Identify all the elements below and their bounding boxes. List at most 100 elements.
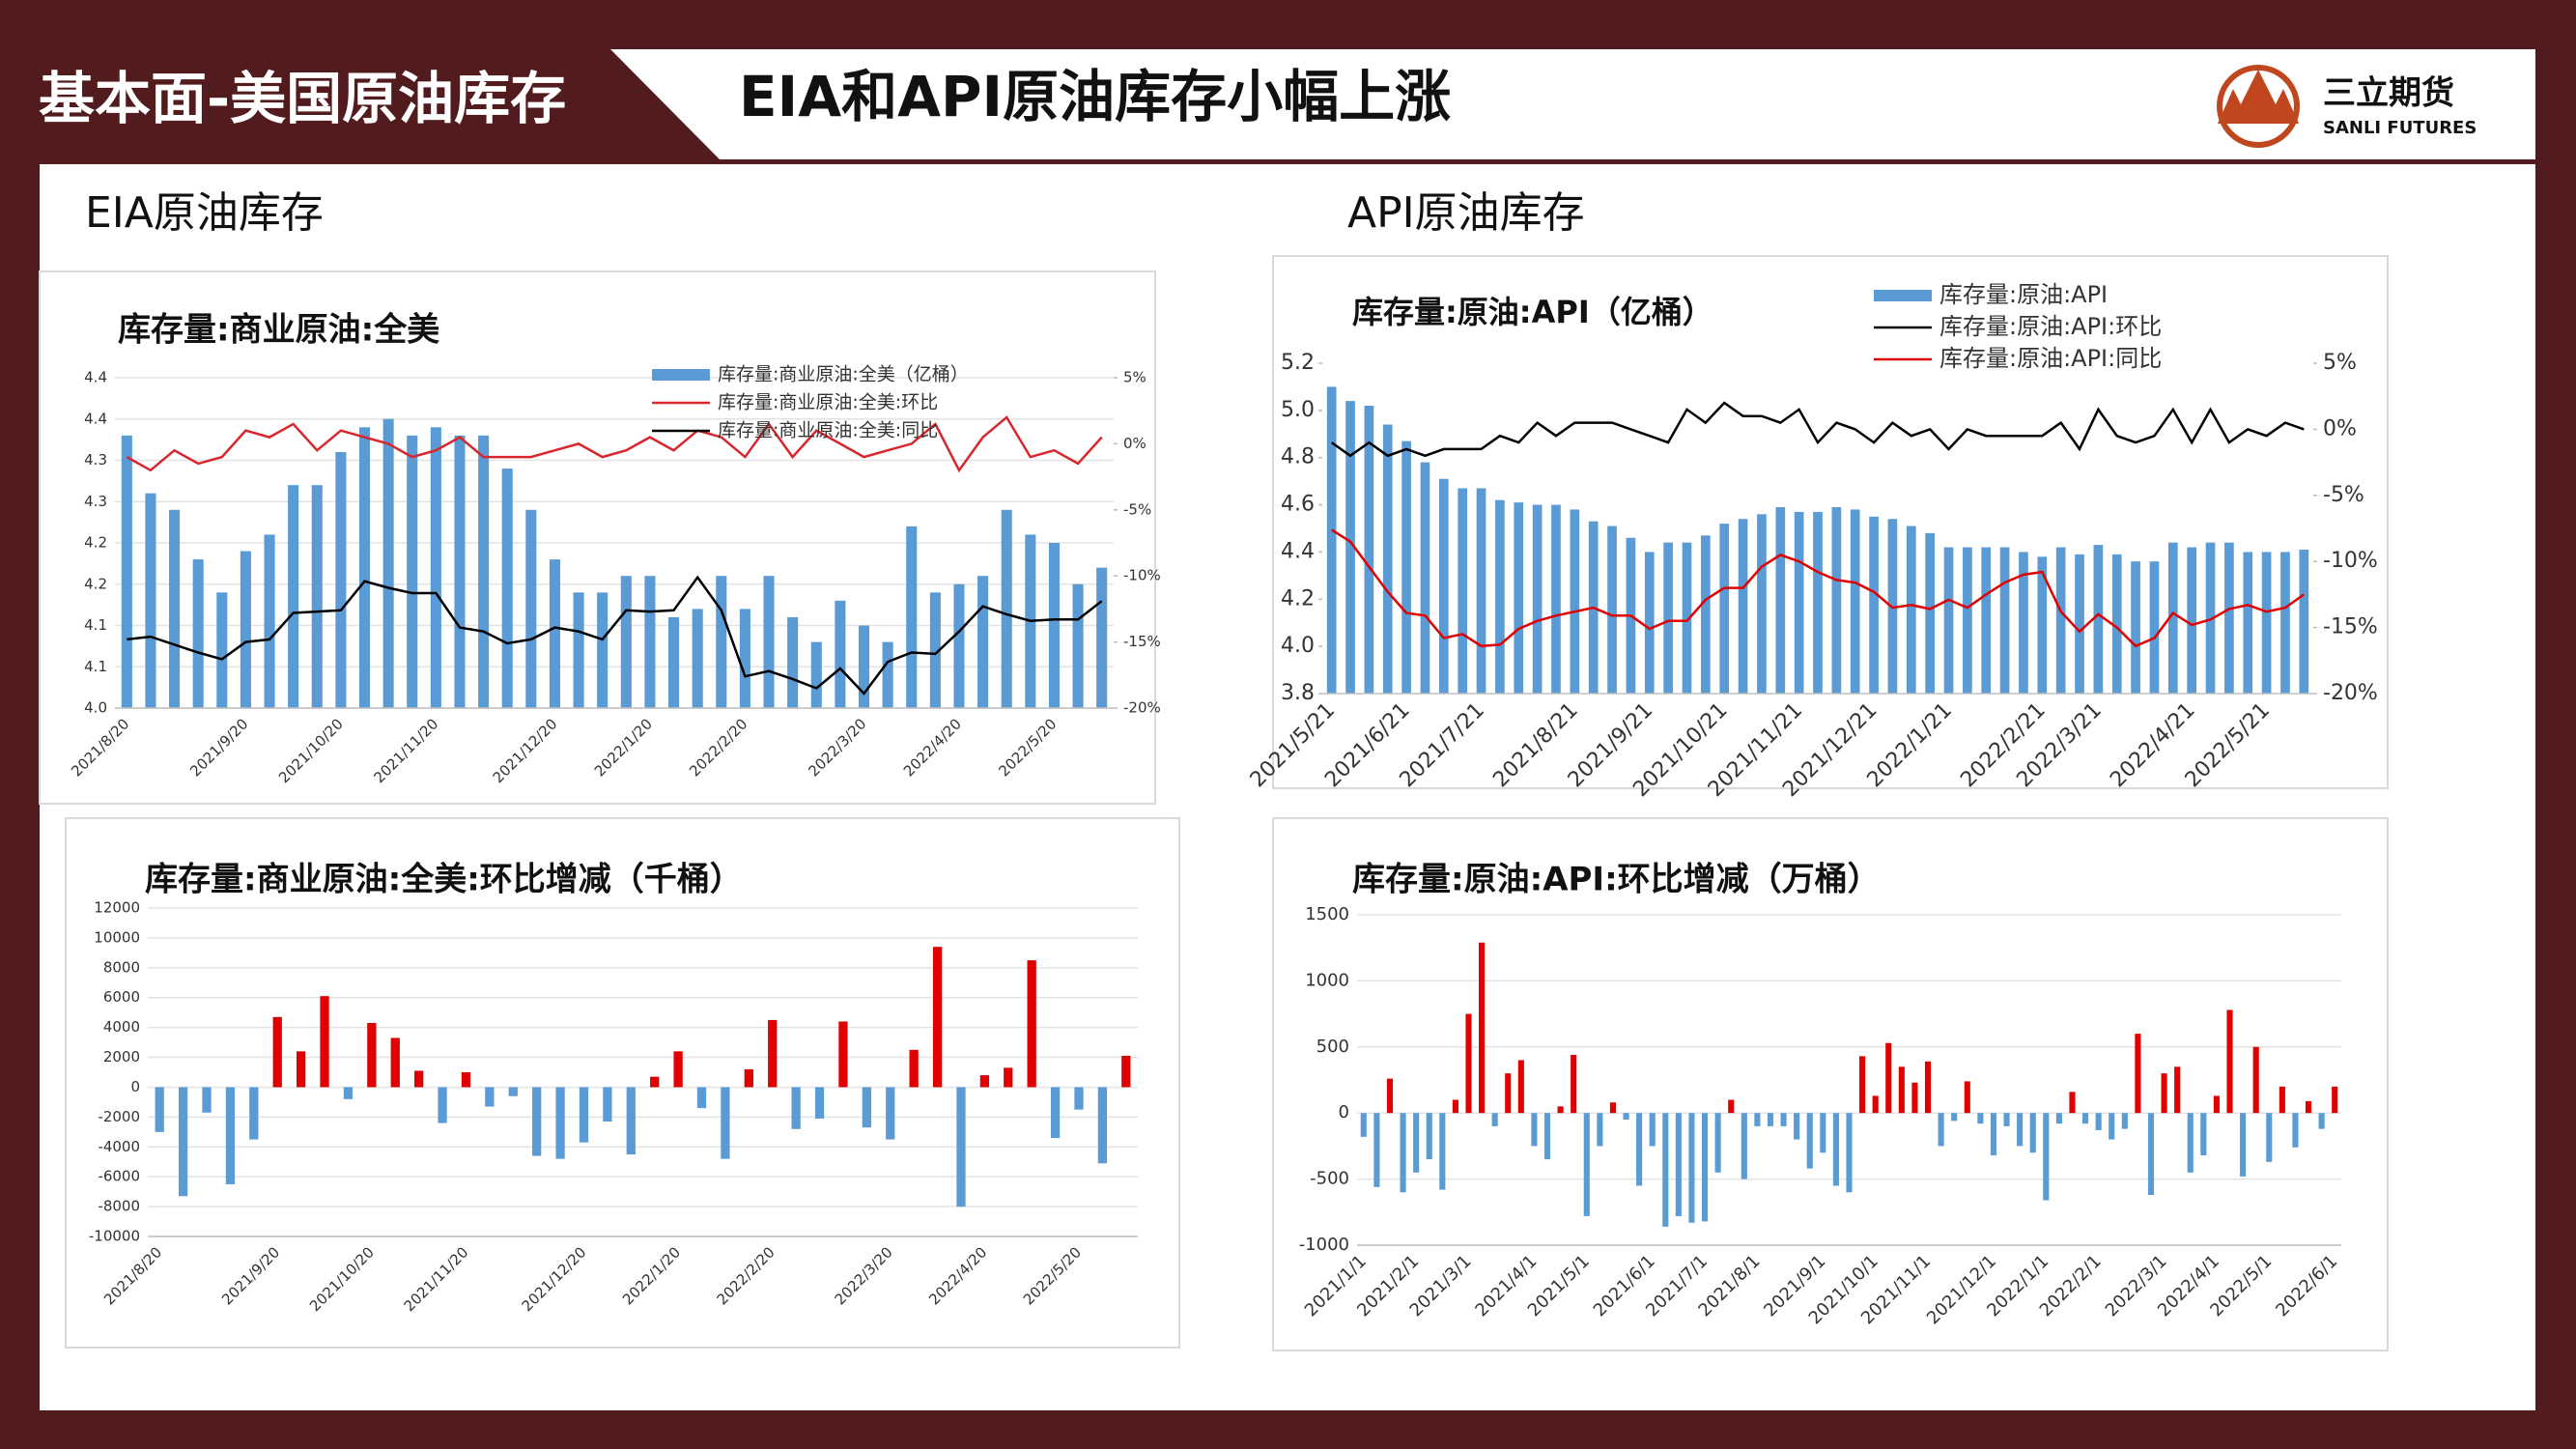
legend-label: 库存量:商业原油:全美（亿桶） (718, 364, 969, 385)
y-tick-label: 4.1 (84, 658, 107, 675)
chart: 库存量:原油:API（亿桶） 3.8 4.0 4.2 4.4 4.6 4.8 5.0 5.2 5%… (1246, 255, 2389, 802)
panel-title: API原油库存 (1347, 188, 1585, 238)
bar (1495, 499, 1505, 694)
bar (155, 1087, 164, 1132)
bar (2147, 1113, 2155, 1196)
bar (1479, 942, 1486, 1114)
bar (145, 493, 156, 708)
slide-title: EIA和API原油库存小幅上涨 (739, 64, 1451, 129)
bar (977, 576, 989, 708)
y-tick-label: 2000 (103, 1048, 140, 1065)
bar (390, 1037, 400, 1088)
y-tick-label: 4.8 (1281, 445, 1315, 469)
y-tick-label: 4.4 (84, 369, 107, 386)
bar (2019, 552, 2028, 694)
bar (692, 609, 703, 708)
bar (1452, 1099, 1458, 1114)
bar (1649, 1113, 1656, 1147)
chart-title: 库存量:商业原油:全美 (118, 311, 439, 350)
logo-en: SANLI FUTURES (2323, 118, 2477, 138)
bar (1806, 1113, 1813, 1169)
y2-tick-label: -20% (2323, 681, 2378, 705)
bar (1963, 547, 1972, 694)
bar (1911, 1082, 1918, 1114)
bar (358, 427, 371, 708)
bar (1990, 1113, 1997, 1155)
bar (1741, 1113, 1747, 1179)
bar (1004, 1067, 1013, 1088)
y-tick-label: 8000 (103, 958, 140, 976)
bar (2252, 1046, 2259, 1114)
bar (1924, 1061, 1932, 1114)
y-tick-label: 4.3 (84, 451, 107, 469)
bar (438, 1087, 447, 1123)
y2-tick-label: 5% (2323, 351, 2357, 375)
legend-label: 库存量:原油:API:同比 (1939, 345, 2162, 372)
bar (430, 427, 441, 708)
y-tick-label: 10000 (94, 928, 140, 946)
bar (382, 418, 394, 708)
legend-swatch (1874, 290, 1932, 301)
bar (2292, 1113, 2299, 1148)
bar (485, 1087, 495, 1107)
bar (1420, 462, 1430, 694)
bar (1097, 1087, 1108, 1164)
header-band (610, 49, 2535, 159)
bar (626, 1087, 636, 1154)
y-tick-label: 4.3 (84, 493, 107, 510)
bar (2075, 554, 2084, 694)
bar (461, 1072, 471, 1088)
bar (1583, 1113, 1590, 1216)
bar (573, 592, 584, 708)
bar (668, 616, 680, 708)
bar (2243, 552, 2253, 694)
bar (1345, 401, 1355, 694)
bar (202, 1087, 212, 1113)
y-tick-label: -8000 (98, 1198, 140, 1215)
bar (1898, 1066, 1905, 1114)
bar (2200, 1113, 2207, 1155)
bar (343, 1087, 354, 1099)
y-tick-label: 5.0 (1281, 398, 1315, 422)
bar (838, 1021, 848, 1088)
bar (763, 576, 775, 708)
bar (1517, 1060, 1524, 1114)
bar (886, 1087, 895, 1140)
legend-label: 库存量:原油:API (1939, 281, 2108, 308)
y-tick-label: 4.2 (84, 534, 107, 552)
bar (2305, 1100, 2312, 1114)
bar (1607, 526, 1617, 694)
bar (2111, 554, 2122, 694)
bar (2318, 1113, 2325, 1129)
bar (1514, 502, 1524, 694)
bar (178, 1087, 188, 1197)
bar (2187, 547, 2197, 694)
logo-cn: 三立期货 (2323, 74, 2454, 113)
y2-tick-label: -20% (1123, 699, 1161, 717)
bar (2187, 1113, 2194, 1173)
bar (1382, 424, 1393, 694)
bar (532, 1087, 542, 1156)
bar (1820, 1113, 1826, 1153)
bar (1714, 1113, 1721, 1173)
bar (1794, 1113, 1800, 1140)
y-tick-label: 1000 (1305, 970, 1349, 990)
bar (909, 1049, 919, 1088)
bar (906, 526, 918, 708)
bar (1964, 1081, 1970, 1114)
bar (1738, 519, 1748, 694)
bar (240, 551, 251, 708)
bar (1401, 440, 1411, 694)
y-tick-label: 4.2 (84, 575, 107, 592)
bar (2226, 1009, 2233, 1114)
bar (335, 451, 347, 708)
bar (2093, 545, 2104, 694)
y-tick-label: 0 (130, 1078, 140, 1095)
y-tick-label: 3.8 (1281, 681, 1315, 705)
y-tick-label: 6000 (103, 988, 140, 1006)
logo: 三立期货 SANLI FUTURES (2217, 65, 2477, 148)
bar (1364, 405, 1374, 694)
bar (2240, 1113, 2247, 1177)
bar (1636, 1113, 1643, 1186)
bar (787, 616, 799, 708)
